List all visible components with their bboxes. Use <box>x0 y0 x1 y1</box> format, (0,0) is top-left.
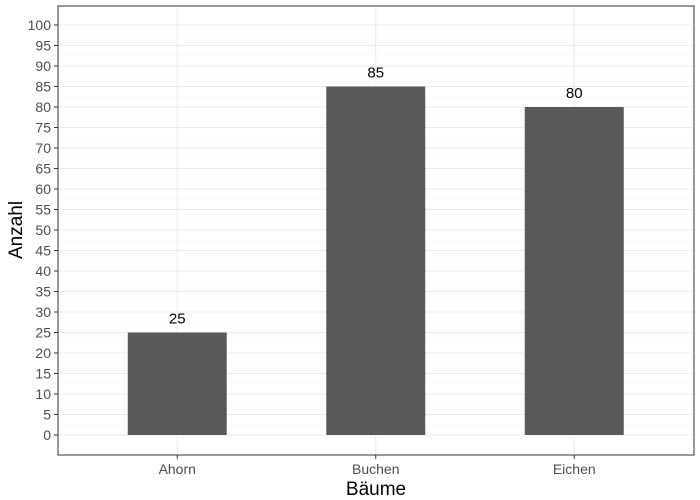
data-labels: 25 85 80 <box>169 65 583 328</box>
y-tick-label: 70 <box>35 140 51 156</box>
y-tick-label: 5 <box>43 407 51 423</box>
x-tick-label-eichen: Eichen <box>553 461 596 477</box>
data-label-ahorn: 25 <box>169 311 186 328</box>
data-label-buchen: 85 <box>367 65 384 82</box>
bar-eichen <box>524 107 624 435</box>
y-tick-label: 100 <box>28 17 52 33</box>
y-tick-label: 80 <box>35 99 51 115</box>
y-tick-label: 60 <box>35 181 51 197</box>
x-tick-label-ahorn: Ahorn <box>159 461 196 477</box>
y-tick-label: 45 <box>35 243 51 259</box>
y-tick-label: 10 <box>35 386 51 402</box>
y-tick-label: 35 <box>35 284 51 300</box>
y-tick-label: 20 <box>35 345 51 361</box>
y-axis-title: Anzahl <box>6 201 27 259</box>
y-tick-label: 30 <box>35 304 51 320</box>
y-tick-label: 65 <box>35 161 51 177</box>
x-axis-ticks: Ahorn Buchen Eichen <box>159 455 596 477</box>
bars <box>127 86 624 435</box>
bar-ahorn <box>127 332 227 435</box>
y-tick-label: 15 <box>35 366 51 382</box>
y-tick-label: 25 <box>35 325 51 341</box>
y-axis-ticks: 0 5 10 15 20 25 30 35 40 45 50 55 60 65 70 75 80 85 90 95 10… <box>28 17 58 443</box>
y-tick-label: 85 <box>35 79 51 95</box>
y-tick-label: 50 <box>35 222 51 238</box>
y-tick-label: 95 <box>35 38 51 54</box>
data-label-eichen: 80 <box>566 85 583 102</box>
y-tick-label: 0 <box>43 427 51 443</box>
x-axis-title: Bäume <box>346 479 406 500</box>
y-tick-label: 90 <box>35 58 51 74</box>
y-tick-label: 55 <box>35 202 51 218</box>
y-tick-label: 75 <box>35 120 51 136</box>
y-tick-label: 40 <box>35 263 51 279</box>
x-tick-label-buchen: Buchen <box>352 461 399 477</box>
bar-buchen <box>326 86 426 435</box>
